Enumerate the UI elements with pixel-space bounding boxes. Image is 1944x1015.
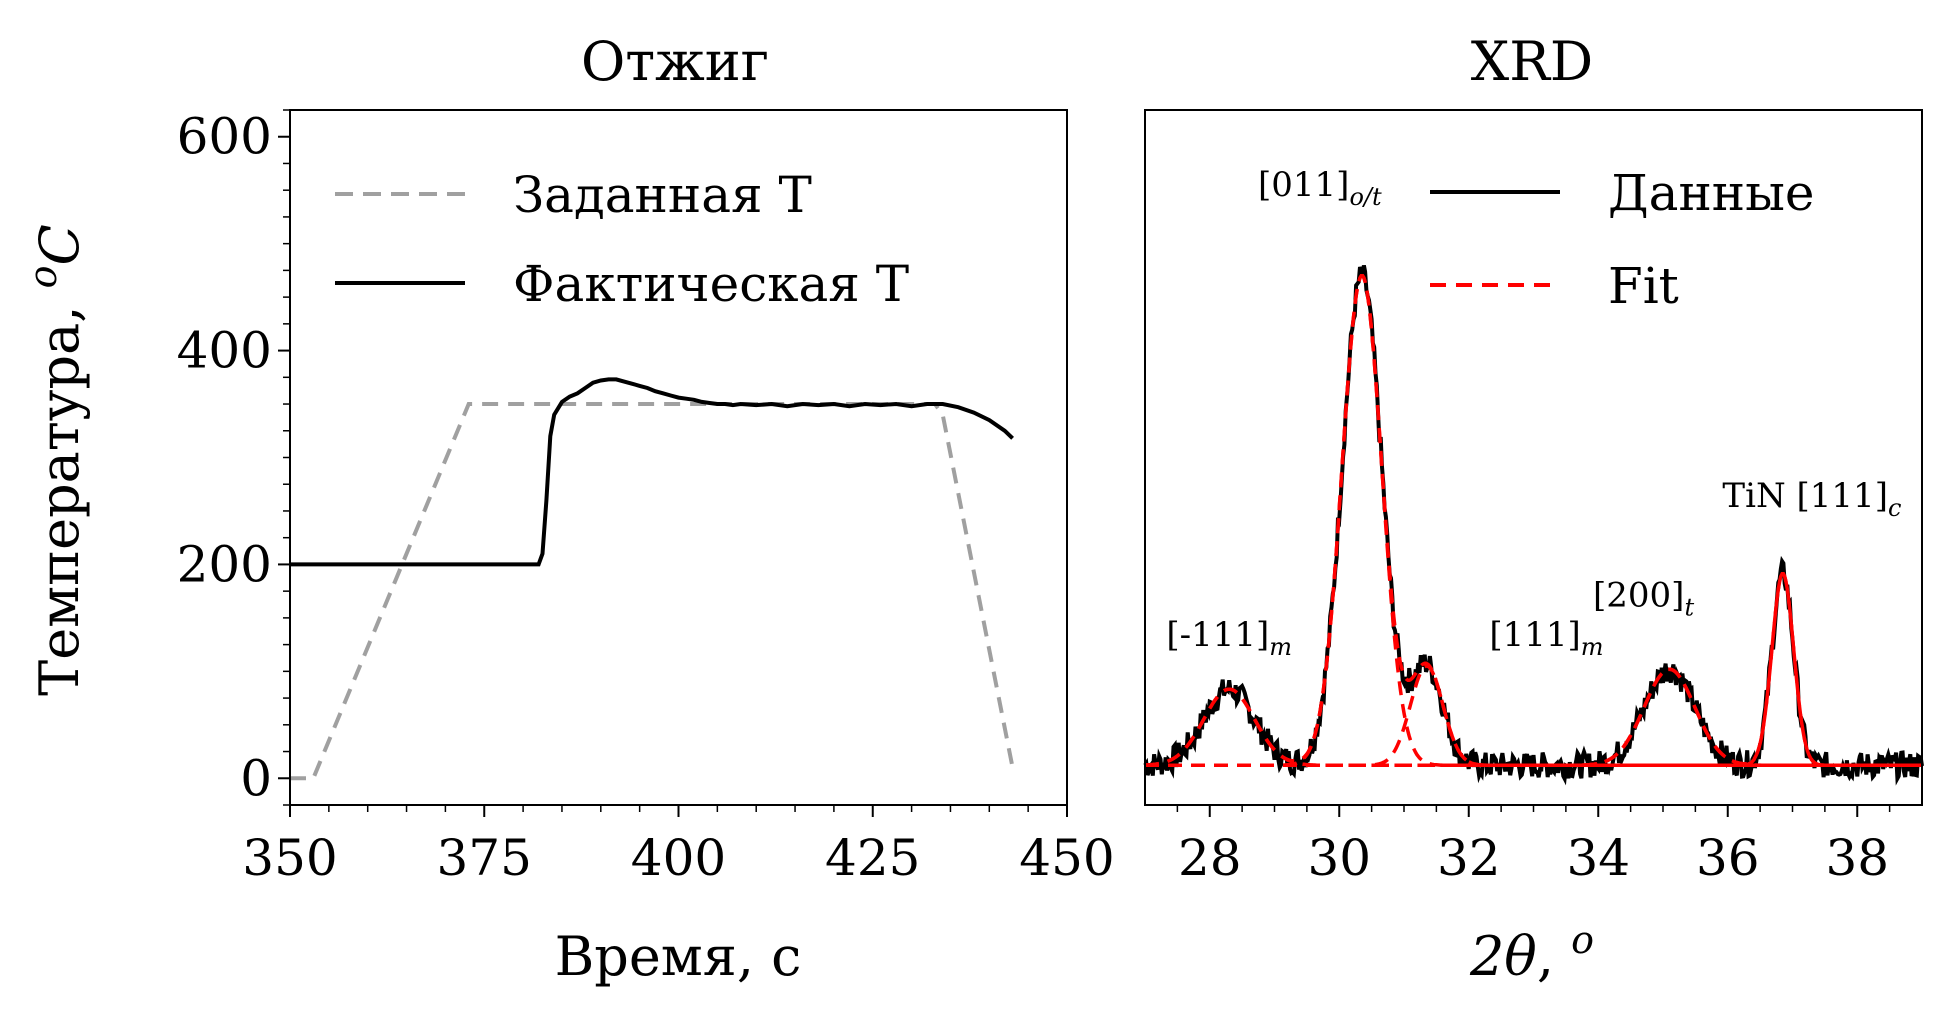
x-tick-label: 450 <box>1019 829 1114 887</box>
xrd-legend: Данные Fit <box>1430 164 1815 315</box>
y-tick-label: 200 <box>177 535 272 593</box>
anneal-ylabel: Температура, oC <box>21 224 91 696</box>
peak-annotation: [-111]m <box>1166 615 1292 661</box>
anneal-ticks: 350 375 400 425 450 0 200 400 600 <box>177 108 1115 887</box>
x-tick-label: 34 <box>1566 829 1630 887</box>
anneal-legend: Заданная T Фактическая T <box>335 166 909 313</box>
setpoint-line <box>290 402 1015 781</box>
y-tick-label: 400 <box>177 322 272 380</box>
fit-component-1 <box>1145 273 1922 768</box>
x-tick-label: 38 <box>1825 829 1889 887</box>
anneal-title: Отжиг <box>581 30 769 93</box>
legend-label-setpoint: Заданная T <box>513 166 812 224</box>
y-tick-label: 600 <box>177 108 272 166</box>
x-tick-label: 350 <box>242 829 337 887</box>
anneal-xlabel: Время, с <box>555 925 802 988</box>
x-tick-label: 30 <box>1307 829 1371 887</box>
peak-annotation: [111]m <box>1489 615 1603 661</box>
legend-label-fit: Fit <box>1608 257 1679 315</box>
x-tick-label: 36 <box>1696 829 1760 887</box>
peak-annotation: [011]o/t <box>1258 165 1382 211</box>
x-tick-label: 400 <box>631 829 726 887</box>
xrd-data-line <box>1143 265 1924 786</box>
x-tick-label: 32 <box>1437 829 1501 887</box>
xrd-panel: XRD 28 30 32 34 36 38 2θ, o Данные Fit [-111]… <box>1143 30 1924 988</box>
x-tick-label: 425 <box>825 829 920 887</box>
xrd-title: XRD <box>1471 30 1593 93</box>
peak-annotation: [200]t <box>1593 575 1694 621</box>
xrd-plot-area <box>1143 265 1924 786</box>
actual-temp-line <box>290 377 1014 567</box>
xrd-xlabel: 2θ, o <box>1469 918 1594 988</box>
x-tick-label: 28 <box>1178 829 1242 887</box>
y-tick-label: 0 <box>240 749 272 807</box>
fit-component-2 <box>1145 664 1922 768</box>
xrd-annotations: [-111]m [011]o/t [111]m[200]t TiN [111]c <box>1166 165 1901 661</box>
x-tick-label: 375 <box>437 829 532 887</box>
anneal-plot-area <box>290 377 1015 781</box>
fit-total-line <box>1144 273 1922 768</box>
legend-label-actual: Фактическая T <box>513 255 909 313</box>
xrd-ticks: 28 30 32 34 36 38 <box>1176 805 1891 887</box>
peak-annotation: TiN [111]c <box>1722 476 1901 522</box>
legend-label-data: Данные <box>1608 164 1815 222</box>
anneal-panel: Отжиг 350 375 400 425 450 0 200 400 600 Время, с… <box>21 30 1115 988</box>
